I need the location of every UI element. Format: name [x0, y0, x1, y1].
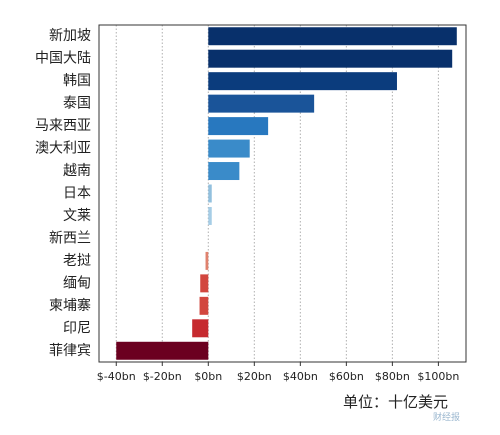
bar: [205, 251, 209, 270]
bar: [199, 296, 209, 315]
x-tick-label: $40bn: [283, 370, 318, 383]
category-label: 老挝: [63, 253, 91, 269]
bar: [208, 184, 212, 203]
bar: [208, 27, 457, 46]
plot-frame: [98, 24, 467, 363]
category-label: 菲律宾: [49, 343, 91, 359]
x-tick-label: $80bn: [375, 370, 410, 383]
category-label: 缅甸: [63, 275, 91, 291]
category-label: 日本: [63, 186, 91, 202]
bar: [116, 341, 209, 360]
category-label: 新加坡: [49, 28, 91, 44]
category-label: 澳大利亚: [35, 141, 91, 157]
bar: [208, 49, 453, 68]
category-label: 中国大陆: [35, 51, 91, 67]
unit-note: 单位：十亿美元: [343, 393, 449, 411]
bar: [208, 206, 212, 225]
x-tick-label: $60bn: [329, 370, 364, 383]
bar: [208, 72, 397, 91]
x-tick-label: $0bn: [194, 370, 222, 383]
x-tick-label: $20bn: [237, 370, 272, 383]
bar: [192, 319, 209, 338]
category-label: 泰国: [63, 96, 91, 112]
category-label: 印尼: [63, 320, 91, 336]
x-tick-label: $100bn: [417, 370, 459, 383]
x-tick-label: $-20bn: [143, 370, 182, 383]
bar: [200, 274, 209, 293]
bar: [208, 162, 240, 181]
watermark: 财经报: [433, 413, 461, 423]
category-label: 文莱: [63, 208, 91, 224]
bar: [208, 94, 315, 113]
bar: [208, 117, 269, 136]
category-label: 马来西亚: [35, 118, 91, 134]
bar: [208, 139, 250, 158]
category-label: 新西兰: [49, 230, 91, 246]
category-label: 越南: [63, 163, 91, 179]
category-label: 韩国: [63, 73, 91, 89]
x-tick-label: $-40bn: [97, 370, 136, 383]
category-label: 柬埔寨: [49, 297, 91, 314]
